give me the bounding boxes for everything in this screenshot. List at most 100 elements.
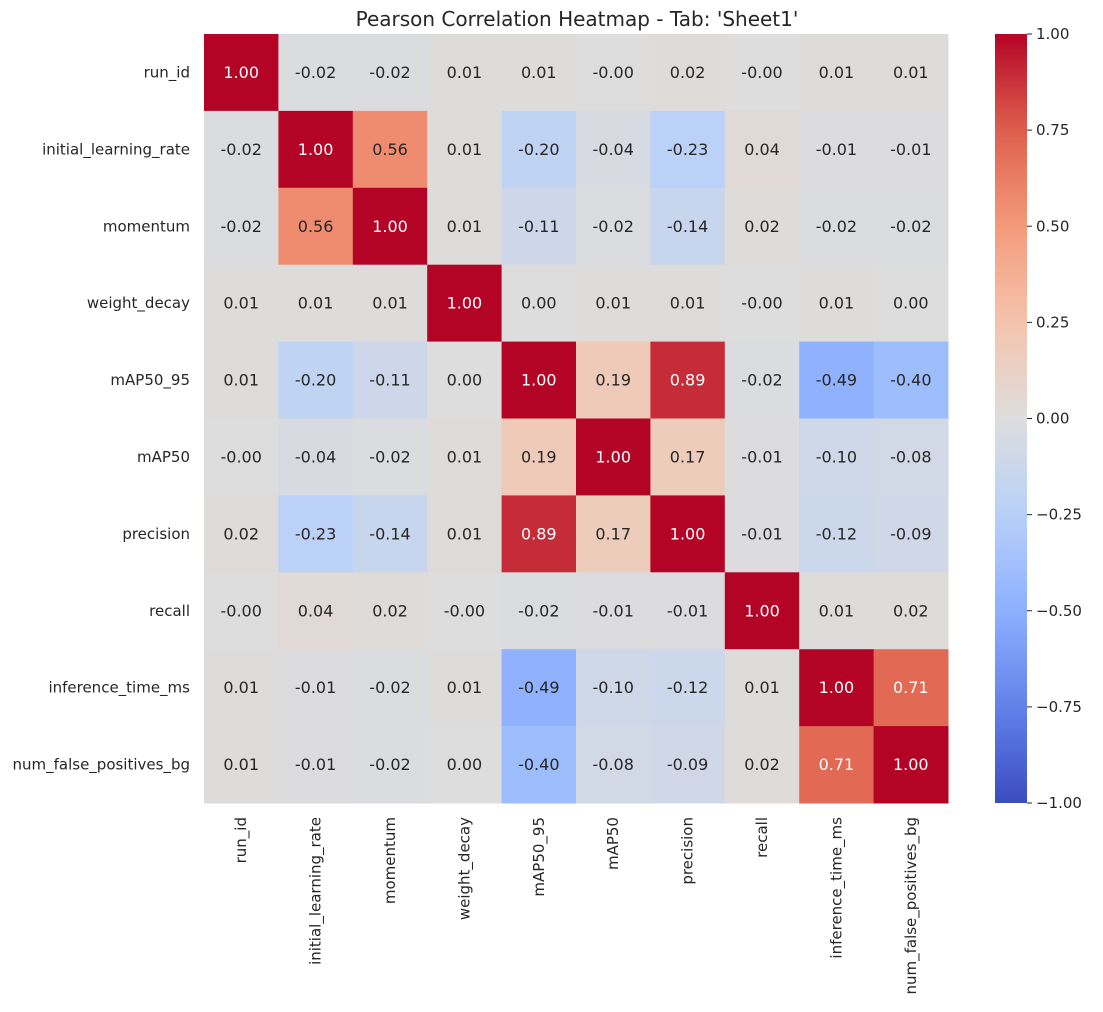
cell-annotation: -0.01: [667, 601, 708, 620]
heatmap-cell: [278, 341, 354, 419]
cell-annotation: -0.01: [295, 678, 336, 697]
chart-title: Pearson Correlation Heatmap - Tab: 'Shee…: [356, 7, 799, 31]
y-tick-label: momentum: [103, 217, 190, 235]
heatmap-cell: [873, 649, 949, 727]
heatmap-cell: [427, 418, 503, 496]
cell-annotation: 0.00: [521, 294, 557, 313]
heatmap-cell: [352, 495, 428, 573]
cell-annotation: 1.00: [744, 601, 780, 620]
cell-annotation: -0.02: [295, 63, 336, 82]
heatmap-cell: [873, 418, 949, 496]
cell-annotation: -0.14: [369, 524, 410, 543]
heatmap-cell: [501, 264, 577, 343]
cell-annotation: 1.00: [595, 447, 631, 466]
cell-annotation: 0.01: [521, 63, 557, 82]
heatmap-cell: [650, 649, 726, 727]
cell-annotation: -0.01: [295, 755, 336, 774]
heatmap-cell: [724, 110, 800, 189]
cell-annotation: -0.49: [816, 371, 857, 390]
cell-annotation: -0.02: [741, 371, 782, 390]
x-tick-label: recall: [753, 817, 771, 858]
cell-annotation: 0.56: [372, 140, 408, 159]
cell-annotation: -0.11: [518, 217, 559, 236]
heatmap-cell: [427, 341, 503, 419]
cell-annotation: -0.11: [369, 371, 410, 390]
heatmap-cell: [799, 187, 875, 266]
cell-annotation: 0.17: [670, 447, 706, 466]
heatmap-cell: [799, 726, 875, 804]
heatmap-cell: [204, 495, 279, 573]
cell-annotation: 0.01: [670, 294, 706, 313]
cell-annotation: -0.02: [220, 140, 261, 159]
heatmap-cell: [724, 264, 800, 343]
heatmap-cell: [278, 726, 354, 804]
colorbar-tick-label: 0.00: [1036, 410, 1069, 428]
heatmap-cell: [799, 34, 875, 112]
heatmap-cell: [501, 187, 577, 266]
heatmap-cell: [204, 649, 279, 727]
heatmap-cell: [576, 341, 651, 419]
heatmap-cell: [278, 649, 354, 727]
heatmap-cell: [204, 341, 279, 419]
heatmap-cell: [650, 418, 726, 496]
heatmap-cell: [650, 495, 726, 573]
heatmap-cell: [352, 34, 428, 112]
heatmap-cell: [724, 341, 800, 419]
cell-annotation: 0.04: [298, 601, 334, 620]
heatmap-cell: [352, 649, 428, 727]
heatmap-cell: [873, 187, 949, 266]
cell-annotation: 0.19: [595, 371, 631, 390]
heatmap-cell: [427, 34, 503, 112]
heatmap-cell: [576, 110, 651, 189]
cell-annotation: -0.02: [220, 217, 261, 236]
cell-annotation: 0.01: [447, 217, 483, 236]
cell-annotation: -0.01: [592, 601, 633, 620]
heatmap-cell: [724, 495, 800, 573]
cell-annotation: -0.10: [816, 447, 857, 466]
cell-annotation: 0.02: [372, 601, 408, 620]
heatmap-cell: [501, 34, 577, 112]
heatmap-cell: [576, 34, 651, 112]
cell-annotation: -0.08: [890, 447, 931, 466]
cell-annotation: -0.00: [592, 63, 633, 82]
cell-annotation: 0.01: [298, 294, 334, 313]
heatmap-cell: [724, 649, 800, 727]
heatmap-cell: [873, 34, 949, 112]
heatmap-cell: [576, 726, 651, 804]
cell-annotation: 0.01: [893, 63, 929, 82]
heatmap-cell: [278, 34, 354, 112]
heatmap-cell: [278, 495, 354, 573]
y-tick-label: precision: [122, 525, 190, 543]
heatmap-cell: [352, 341, 428, 419]
heatmap-cell: [501, 726, 577, 804]
cell-annotation: -0.00: [741, 63, 782, 82]
cell-annotation: -0.00: [444, 601, 485, 620]
cell-annotation: -0.02: [518, 601, 559, 620]
heatmap-cell: [501, 572, 577, 650]
x-tick-label: initial_learning_rate: [307, 817, 326, 965]
cell-annotation: 0.89: [670, 371, 706, 390]
heatmap-cell: [427, 495, 503, 573]
colorbar-tick-label: −1.00: [1036, 794, 1082, 812]
cell-annotation: -0.40: [518, 755, 559, 774]
heatmap-cell: [799, 110, 875, 189]
heatmap-cell: [204, 34, 279, 112]
cell-annotation: 0.01: [447, 63, 483, 82]
heatmap-cell: [873, 572, 949, 650]
cell-annotation: 1.00: [372, 217, 408, 236]
colorbar-tick-label: 1.00: [1036, 25, 1069, 43]
y-tick-label: num_false_positives_bg: [12, 756, 190, 775]
heatmap-cell: [352, 572, 428, 650]
x-tick-label: mAP50: [604, 817, 622, 870]
heatmap-cell: [352, 418, 428, 496]
cell-annotation: -0.01: [890, 140, 931, 159]
cell-annotation: 0.01: [447, 524, 483, 543]
y-tick-label: mAP50: [137, 448, 190, 466]
y-tick-label: inference_time_ms: [48, 679, 190, 698]
heatmap-cell: [576, 264, 651, 343]
cell-annotation: -0.20: [518, 140, 559, 159]
cell-annotation: 0.01: [223, 294, 259, 313]
heatmap-cell: [352, 726, 428, 804]
cell-annotation: 0.02: [893, 601, 929, 620]
heatmap-cell: [799, 418, 875, 496]
